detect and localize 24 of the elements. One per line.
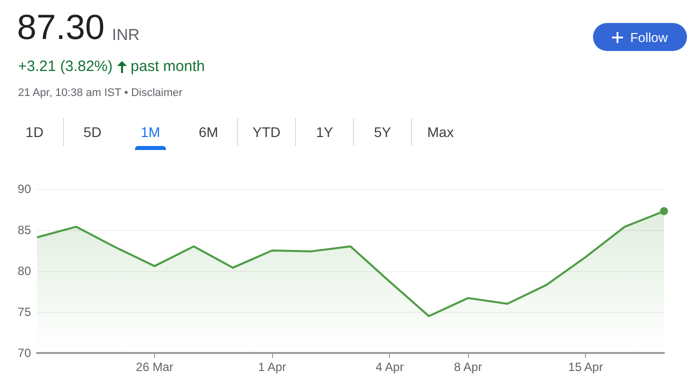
- text: 6M: [198, 123, 220, 142]
- chart-subtitle: +3.21 (3.82%): [18, 58, 113, 75]
- text: INR: [112, 27, 140, 45]
- x-tick-label: 4 Apr: [376, 360, 404, 374]
- y-tick-label: 70: [18, 346, 32, 360]
- text: 1D: [24, 123, 44, 142]
- y-tick-label: 80: [18, 264, 32, 278]
- x-tick-label: 8 Apr: [454, 360, 482, 374]
- text: 1M: [140, 123, 162, 142]
- text: Follow: [630, 30, 668, 44]
- y-tick-label: 90: [18, 182, 32, 196]
- y-tick-label: 85: [18, 223, 32, 237]
- y-tick-label: 75: [18, 305, 32, 319]
- x-tick-label: 26 Mar: [136, 360, 174, 374]
- text: past month: [130, 58, 205, 75]
- text: Max: [411, 118, 469, 146]
- chart-title: 87.30: [17, 8, 105, 48]
- text: 21 Apr, 10:38 am IST • Disclaimer: [18, 87, 182, 99]
- text: YTD: [237, 118, 295, 146]
- text: 5D: [63, 118, 121, 146]
- text: 1Y: [295, 118, 353, 146]
- x-tick-label: 15 Apr: [568, 360, 603, 374]
- text: 5Y: [353, 118, 411, 146]
- x-tick-label: 1 Apr: [258, 360, 286, 374]
